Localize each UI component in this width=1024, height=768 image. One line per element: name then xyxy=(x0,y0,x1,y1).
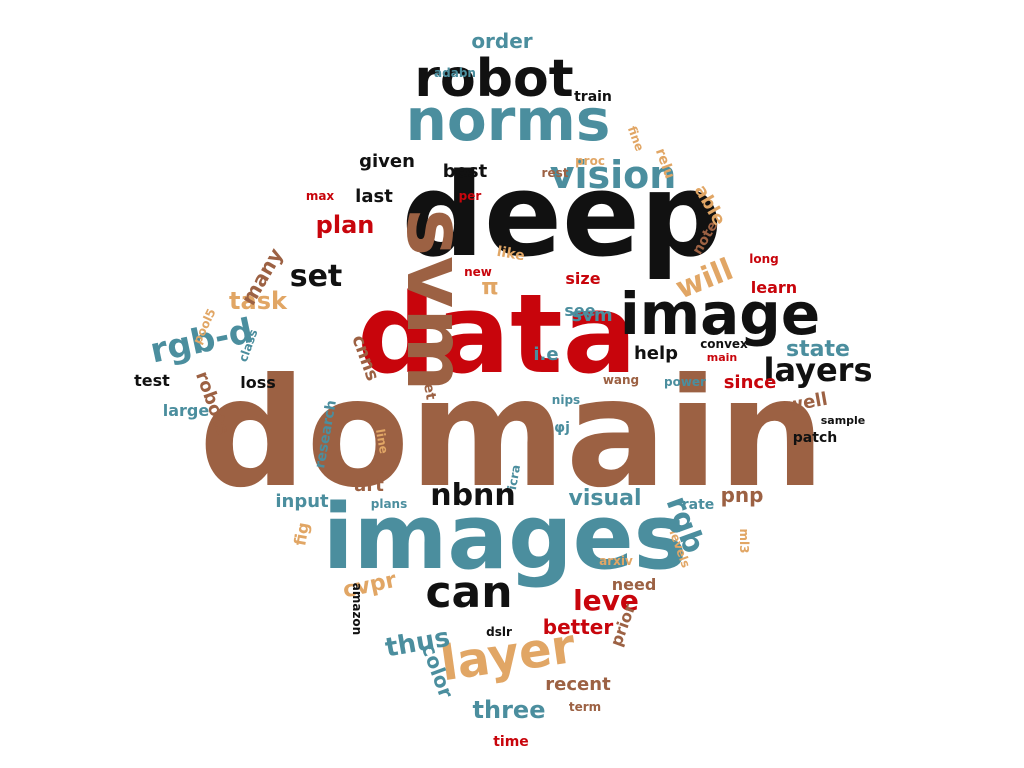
word-images: images xyxy=(323,485,687,590)
word-input: input xyxy=(275,491,329,512)
word-term: term xyxy=(569,700,601,714)
word-rate: rate xyxy=(682,497,715,513)
word-arxiv: arxiv xyxy=(599,554,633,568)
word-sample: sample xyxy=(821,414,866,427)
word-given: given xyxy=(359,151,415,172)
word-convex: convex xyxy=(700,337,748,351)
word-large: large xyxy=(163,401,210,420)
word-recent: recent xyxy=(545,674,611,695)
word-task: task xyxy=(229,287,288,315)
word-vision: vision xyxy=(550,153,677,197)
word-layers: layers xyxy=(764,351,873,389)
word-like: like xyxy=(496,244,526,265)
word-i-e: i.e xyxy=(533,344,558,365)
word-better: better xyxy=(543,615,614,639)
word-fig: fig xyxy=(290,521,313,547)
word-can: can xyxy=(425,567,512,618)
word-amazon: amazon xyxy=(350,583,364,635)
word-symbol: π xyxy=(481,275,498,300)
word-icra: icra xyxy=(505,464,523,491)
word-state: state xyxy=(786,337,850,362)
word-norms: norms xyxy=(406,86,611,154)
word-patch: patch xyxy=(793,430,837,446)
word-main: main xyxy=(707,351,738,364)
word-svm: svm xyxy=(389,208,482,391)
word-per: per xyxy=(459,189,482,203)
word-learn: learn xyxy=(751,278,797,297)
word-see: see xyxy=(564,301,595,320)
word-leve: leve xyxy=(573,584,639,617)
word-size: size xyxy=(565,269,600,288)
word-proc: proc xyxy=(575,154,605,168)
word-loss: loss xyxy=(240,373,276,392)
word-train: train xyxy=(574,89,612,105)
word-domain: domain xyxy=(199,347,825,521)
word-test: test xyxy=(134,371,170,390)
word-image: image xyxy=(620,280,820,348)
word-line: line xyxy=(373,428,391,455)
word-time: time xyxy=(493,734,529,750)
word-j: φj xyxy=(554,420,570,436)
word-nbnn: nbnn xyxy=(430,478,516,513)
word-dslr: dslr xyxy=(486,625,512,639)
word-max: max xyxy=(306,189,335,203)
word-since: since xyxy=(724,372,777,393)
word-adabn: adabn xyxy=(434,66,476,80)
word-set: set xyxy=(290,259,343,294)
word-wang: wang xyxy=(603,373,639,387)
word-nips: nips xyxy=(552,393,580,407)
word-new: new xyxy=(464,265,492,279)
word-power: power xyxy=(664,375,706,389)
word-pnp: pnp xyxy=(721,483,764,507)
word-art: art xyxy=(354,475,384,496)
word-order: order xyxy=(471,29,532,53)
word-visual: visual xyxy=(568,486,641,511)
word-ml3: ml3 xyxy=(737,529,751,554)
word-long: long xyxy=(749,252,779,266)
word-data: data xyxy=(357,270,637,398)
word-robot: robot xyxy=(414,49,573,109)
word-best: best xyxy=(443,161,488,182)
word-last: last xyxy=(355,186,393,207)
word-help: help xyxy=(634,343,678,364)
word-three: three xyxy=(473,696,546,724)
word-plan: plan xyxy=(316,211,375,239)
word-need: need xyxy=(612,575,657,594)
word-let: let xyxy=(419,378,438,402)
word-deep: deep xyxy=(402,149,723,283)
word-rest: rest xyxy=(542,166,569,180)
word-svm: svm xyxy=(571,305,612,326)
word-plans: plans xyxy=(371,497,408,511)
